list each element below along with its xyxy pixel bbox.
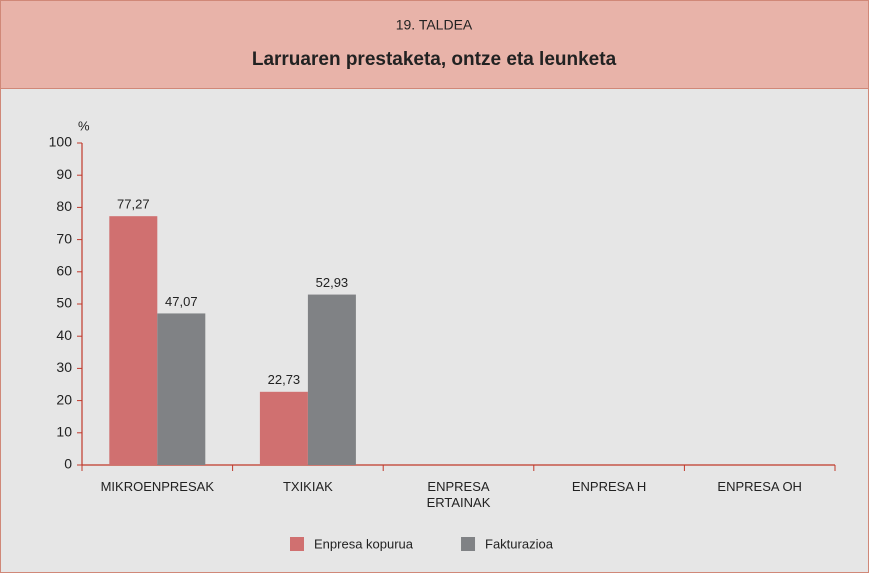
value-label: 47,07 xyxy=(165,294,198,309)
x-tick-label: ENPRESA H xyxy=(571,479,647,494)
bar xyxy=(157,313,206,465)
legend-swatch xyxy=(290,537,304,551)
y-tick-label: 50 xyxy=(56,295,72,311)
y-tick-label: 70 xyxy=(56,230,72,246)
x-tick-label-box: ENPRESA ERTAINAK xyxy=(426,479,491,510)
value-label: 77,27 xyxy=(117,197,150,212)
x-tick-label: ENPRESA OH xyxy=(717,479,802,494)
y-axis-label: % xyxy=(78,118,90,133)
y-tick-label: 40 xyxy=(56,327,72,343)
value-label: 52,93 xyxy=(316,275,349,290)
legend-swatch xyxy=(461,537,476,551)
legend-label: Fakturazioa xyxy=(485,536,554,551)
y-tick-label: 90 xyxy=(56,166,72,182)
bar xyxy=(259,391,308,465)
y-tick-label: 20 xyxy=(56,391,72,407)
x-tick-label: MIKROENPRESAK xyxy=(100,479,214,494)
y-tick-label: 10 xyxy=(56,424,72,440)
legend-label: Enpresa kopurua xyxy=(314,536,414,551)
x-tick-label-box: MIKROENPRESAK xyxy=(100,479,214,494)
y-tick-label: 60 xyxy=(56,263,72,279)
value-label: 22,73 xyxy=(268,372,301,387)
chart-subtitle: Larruaren prestaketa, ontze eta leunketa xyxy=(252,49,617,70)
x-tick-label-box: ENPRESA OH xyxy=(717,479,802,494)
bar xyxy=(109,216,158,465)
header xyxy=(0,0,869,89)
y-tick-label: 100 xyxy=(49,134,73,150)
y-tick-label: 0 xyxy=(64,456,72,472)
y-tick-label: 80 xyxy=(56,198,72,214)
y-tick-label: 30 xyxy=(56,359,72,375)
x-tick-label-box: ENPRESA H xyxy=(571,479,647,494)
x-tick-label: TXIKIAK xyxy=(282,479,333,494)
x-tick-label: ENPRESA ERTAINAK xyxy=(426,479,491,510)
x-tick-label-box: TXIKIAK xyxy=(282,479,333,494)
chart-title: 19. TALDEA xyxy=(396,17,473,33)
bar xyxy=(307,294,356,465)
